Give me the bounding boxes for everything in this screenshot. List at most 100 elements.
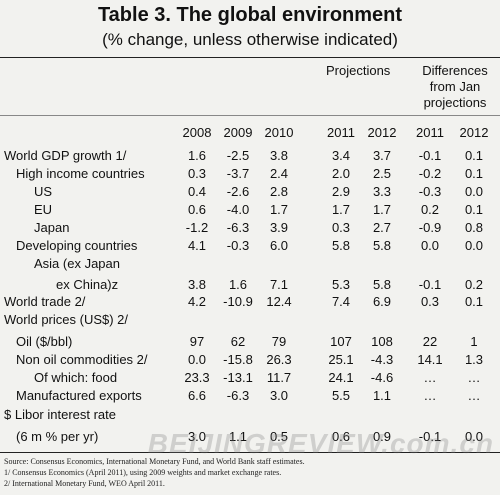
row-label: (6 m % per yr) xyxy=(16,429,99,444)
table-cell: 6.0 xyxy=(269,238,289,253)
table-row: World prices (US$) 2/ xyxy=(0,312,500,329)
table-cell: 1.7 xyxy=(372,202,392,217)
table-cell: 1.7 xyxy=(331,202,351,217)
table-cell: … xyxy=(423,388,437,403)
table-cell: 1.1 xyxy=(372,388,392,403)
source-note: Source: Consensus Economics, Internation… xyxy=(4,457,305,466)
table-row: World GDP growth 1/1.6 -2.5 3.8 3.4 3.7 -0.1 0… xyxy=(0,148,500,165)
table-cell: 24.1 xyxy=(328,370,354,385)
table-cell: 5.3 xyxy=(331,277,351,292)
table-cell: -6.3 xyxy=(226,220,250,235)
table-cell: 0.6 xyxy=(331,429,351,444)
table-cell: 7.4 xyxy=(331,294,351,309)
table-cell: 3.4 xyxy=(331,148,351,163)
table-cell: 6.6 xyxy=(187,388,207,403)
table-row: US 0.4 -2.6 2.8 2.9 3.3 -0.3 0.0 xyxy=(0,184,500,201)
year-header-cell: 2011 xyxy=(327,125,355,140)
table-cell: 1.7 xyxy=(269,202,289,217)
table-cell: 0.8 xyxy=(464,220,484,235)
table-cell: -2.5 xyxy=(226,148,250,163)
table-cell: 0.9 xyxy=(372,429,392,444)
table-cell: 2.4 xyxy=(269,166,289,181)
row-label: Japan xyxy=(34,220,70,235)
table-cell: 0.1 xyxy=(464,294,484,309)
row-label: EU xyxy=(34,202,53,217)
table-cell: 11.7 xyxy=(266,370,292,385)
table-cell: -0.2 xyxy=(418,166,442,181)
table-cell: 2.5 xyxy=(372,166,392,181)
table-cell: 4.2 xyxy=(187,294,207,309)
table-cell: -0.3 xyxy=(418,184,442,199)
table-cell: 0.3 xyxy=(187,166,207,181)
year-header-cell: 2010 xyxy=(264,125,294,140)
table-row: Manufactured exports 6.6 -6.3 3.0 5.5 1.1…… xyxy=(0,388,500,405)
table-cell: 5.8 xyxy=(372,277,392,292)
table-cell: 107 xyxy=(330,334,352,349)
row-label: Of which: food xyxy=(34,370,118,385)
table-cell: 6.9 xyxy=(372,294,392,309)
table-cell: … xyxy=(423,370,437,385)
table-cell: 7.1 xyxy=(269,277,289,292)
year-header-row: 2008 2009 2010 2011 2012 2011 2012 xyxy=(0,125,500,142)
table-cell: 4.1 xyxy=(187,238,207,253)
table-cell: 5.8 xyxy=(372,238,392,253)
row-label: Asia (ex Japan xyxy=(34,256,120,271)
table-cell: -15.8 xyxy=(223,352,253,367)
table-cell: … xyxy=(467,388,481,403)
row-label: World prices (US$) 2/ xyxy=(4,312,129,327)
table-cell: 0.1 xyxy=(464,202,484,217)
table-cell: -0.1 xyxy=(418,277,442,292)
table-cell: -0.1 xyxy=(418,429,442,444)
top-rule xyxy=(0,57,500,58)
row-label: Manufactured exports xyxy=(16,388,142,403)
table-cell: 0.3 xyxy=(331,220,351,235)
table-cell: 3.7 xyxy=(372,148,392,163)
table-row: Of which: food 23.3 -13.1 11.7 24.1 -4.6…… xyxy=(0,370,500,387)
table-cell: 25.1 xyxy=(328,352,354,367)
table-row: Non oil commodities 2/0.0 -15.8 26.3 25.1 -4… xyxy=(0,352,500,369)
year-header-cell: 2012 xyxy=(459,125,489,140)
year-header-cell: 2012 xyxy=(367,125,397,140)
table-cell: -0.1 xyxy=(418,148,442,163)
table-row: $ Libor interest rate xyxy=(0,407,500,424)
table-cell: 0.5 xyxy=(269,429,289,444)
table-cell: 5.5 xyxy=(331,388,351,403)
row-label: Oil ($/bbl) xyxy=(16,334,73,349)
year-header-cell: 2011 xyxy=(416,125,444,140)
table-cell: -4.3 xyxy=(370,352,394,367)
table-cell: 0.0 xyxy=(464,238,484,253)
table-cell: 108 xyxy=(371,334,393,349)
table-cell: 0.1 xyxy=(464,166,484,181)
table-cell: 3.0 xyxy=(187,429,207,444)
table-cell: 0.1 xyxy=(464,148,484,163)
table-cell: 22 xyxy=(422,334,438,349)
table-cell: 2.9 xyxy=(331,184,351,199)
table-cell: 2.7 xyxy=(372,220,392,235)
footnote-2: 2/ International Monetary Fund, WEO Apri… xyxy=(4,479,165,488)
row-label: World GDP growth 1/ xyxy=(4,148,127,163)
table-cell: 3.3 xyxy=(372,184,392,199)
table-cell: 0.6 xyxy=(187,202,207,217)
table-cell: 2.0 xyxy=(331,166,351,181)
table-cell: 26.3 xyxy=(266,352,292,367)
footnote-1: 1/ Consensus Economics (April 2011), usi… xyxy=(4,468,282,477)
projections-header: Projections xyxy=(326,63,391,78)
table-cell: -13.1 xyxy=(223,370,253,385)
table-cell: 14.1 xyxy=(417,352,443,367)
table-cell: 0.2 xyxy=(420,202,440,217)
table-title: Table 3. The global environment xyxy=(97,4,403,26)
table-cell: 0.0 xyxy=(420,238,440,253)
table-cell: 62 xyxy=(230,334,246,349)
table-row: Asia (ex Japan xyxy=(0,256,500,273)
table-cell: -0.3 xyxy=(226,238,250,253)
table-cell: -10.9 xyxy=(223,294,253,309)
table-cell: -4.6 xyxy=(370,370,394,385)
table-cell: 12.4 xyxy=(266,294,292,309)
table-cell: 0.0 xyxy=(187,352,207,367)
table-cell: 1 xyxy=(470,334,478,349)
table-row: Developing countries 4.1 -0.3 6.0 5.8 5.8 0.0 0… xyxy=(0,238,500,255)
row-label: Developing countries xyxy=(16,238,138,253)
table-cell: 0.4 xyxy=(187,184,207,199)
row-label: $ Libor interest rate xyxy=(4,407,117,422)
table-row: Japan -1.2 -6.3 3.9 0.3 2.7 -0.9 0.8 xyxy=(0,220,500,237)
